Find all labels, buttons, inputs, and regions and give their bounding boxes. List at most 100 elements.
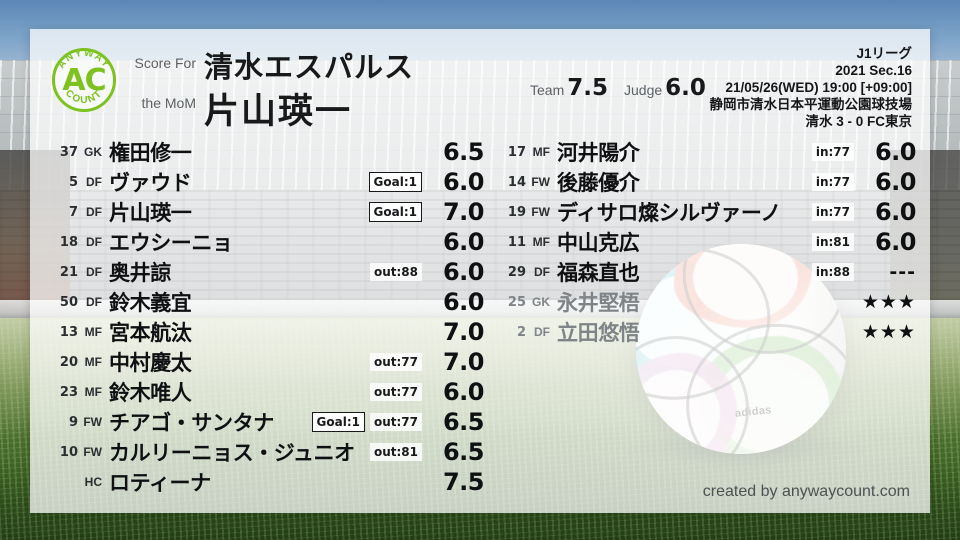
player-name: ヴァウド bbox=[109, 171, 192, 195]
player-number: 5 bbox=[68, 174, 78, 190]
player-badges: Goal:1 out:77 bbox=[311, 412, 422, 432]
judge-rating: Judge 6.0 bbox=[624, 75, 706, 101]
player-position: HC bbox=[84, 475, 102, 489]
substitution-badge: out:77 bbox=[369, 413, 422, 431]
player-badges: in:77 bbox=[811, 203, 854, 221]
player-row[interactable]: 7 DF 片山瑛一 Goal:1 7.0 bbox=[44, 197, 485, 227]
player-row[interactable]: 25 GK 永井堅梧 ★★★ bbox=[492, 287, 916, 317]
player-badges: in:81 bbox=[811, 233, 854, 251]
kickoff-time: 21/05/26(WED) 19:00 [+09:00] bbox=[725, 80, 912, 95]
player-name: チアゴ・サンタナ bbox=[109, 411, 274, 435]
player-badges: in:77 bbox=[811, 143, 854, 161]
player-row[interactable]: 11 MF 中山克広 in:81 6.0 bbox=[492, 227, 917, 257]
team-name: 清水エスパルス bbox=[204, 50, 415, 84]
player-name: エウシーニョ bbox=[109, 231, 233, 255]
player-rating: 6.0 bbox=[874, 138, 917, 166]
player-number: 19 bbox=[507, 204, 526, 220]
substitution-badge: out:81 bbox=[369, 443, 422, 461]
player-number: 25 bbox=[507, 294, 526, 310]
player-number: 50 bbox=[59, 294, 78, 310]
player-row[interactable]: 18 DF エウシーニョ 6.0 bbox=[44, 227, 485, 257]
player-position: DF bbox=[534, 265, 550, 279]
player-row[interactable]: 13 MF 宮本航汰 7.0 bbox=[44, 317, 485, 347]
player-name: ディサロ燦シルヴァーノ bbox=[557, 201, 781, 225]
team-rating-value: 7.5 bbox=[567, 75, 608, 101]
mom-player-name: 片山瑛一 bbox=[204, 92, 353, 132]
player-number: 17 bbox=[507, 144, 526, 160]
player-name: 永井堅梧 bbox=[557, 291, 640, 315]
player-position: DF bbox=[86, 295, 102, 309]
player-name: 片山瑛一 bbox=[109, 201, 192, 225]
player-rating: 6.5 bbox=[442, 138, 485, 166]
player-row[interactable]: 29 DF 福森直也 in:88 --- bbox=[492, 257, 916, 287]
player-number: 18 bbox=[59, 234, 78, 250]
player-row[interactable]: 19 FW ディサロ燦シルヴァーノ in:77 6.0 bbox=[492, 197, 917, 227]
player-name: 河井陽介 bbox=[557, 141, 640, 165]
player-row[interactable]: 21 DF 奥井諒 out:88 6.0 bbox=[44, 257, 485, 287]
team-rating: Team 7.5 bbox=[530, 75, 608, 101]
player-number: 23 bbox=[59, 384, 78, 400]
player-name: 福森直也 bbox=[557, 261, 640, 285]
player-row[interactable]: 9 FW チアゴ・サンタナ Goal:1 out:77 6.5 bbox=[44, 407, 485, 437]
mom-label: the MoM bbox=[141, 95, 196, 111]
player-name: 奥井諒 bbox=[109, 261, 171, 285]
player-row[interactable]: HC ロティーナ 7.5 bbox=[44, 467, 485, 497]
player-name: 権田修一 bbox=[109, 141, 192, 165]
player-number: 9 bbox=[68, 414, 78, 430]
player-position: MF bbox=[532, 235, 550, 249]
match-rating-card: ANYWAY COUNT AC Score For 清水エスパルス the Mo… bbox=[30, 29, 930, 513]
player-number: 13 bbox=[59, 324, 78, 340]
venue-name: 静岡市清水日本平運動公園球技場 bbox=[709, 97, 913, 112]
player-name: 中山克広 bbox=[557, 231, 640, 255]
player-row[interactable]: 23 MF 鈴木唯人 out:77 6.0 bbox=[44, 377, 485, 407]
player-rating: 6.0 bbox=[874, 228, 917, 256]
player-rating: 6.0 bbox=[442, 288, 485, 316]
player-row[interactable]: 2 DF 立田悠悟 ★★★ bbox=[492, 317, 916, 347]
player-row[interactable]: 5 DF ヴァウド Goal:1 6.0 bbox=[44, 167, 485, 197]
player-number: 11 bbox=[507, 234, 526, 250]
judge-rating-label: Judge bbox=[624, 82, 663, 98]
player-position: MF bbox=[532, 145, 550, 159]
player-badges: Goal:1 bbox=[368, 202, 422, 222]
player-number: 7 bbox=[68, 204, 78, 220]
player-badges: in:77 bbox=[811, 173, 854, 191]
player-number: 29 bbox=[507, 264, 526, 280]
player-position: DF bbox=[86, 265, 102, 279]
goal-badge: Goal:1 bbox=[311, 412, 365, 432]
player-rating: 6.5 bbox=[442, 438, 485, 466]
substitution-badge: out:77 bbox=[369, 353, 422, 371]
score-for-label: Score For bbox=[134, 55, 196, 71]
player-number: 14 bbox=[507, 174, 526, 190]
player-position: FW bbox=[83, 415, 102, 429]
player-row[interactable]: 20 MF 中村慶太 out:77 7.0 bbox=[44, 347, 485, 377]
team-rating-label: Team bbox=[530, 82, 565, 98]
player-row[interactable]: 37 GK 権田修一 6.5 bbox=[44, 137, 485, 167]
player-row[interactable]: 14 FW 後藤優介 in:77 6.0 bbox=[492, 167, 917, 197]
player-number: 10 bbox=[59, 444, 78, 460]
player-rating: ★★★ bbox=[861, 321, 916, 343]
player-badges: out:77 bbox=[369, 383, 422, 401]
player-rating: 6.0 bbox=[442, 378, 485, 406]
substitution-badge: in:77 bbox=[811, 173, 854, 191]
player-rating: 6.5 bbox=[442, 408, 485, 436]
credit-text: created by anywaycount.com bbox=[702, 483, 910, 500]
substitution-badge: in:77 bbox=[811, 143, 854, 161]
player-row[interactable]: 17 MF 河井陽介 in:77 6.0 bbox=[492, 137, 917, 167]
substitutes-list: 17 MF 河井陽介 in:77 6.0 14 FW 後藤優介 in:77 6.0 19 FW ディサロ… bbox=[492, 137, 917, 347]
player-position: GK bbox=[532, 295, 550, 309]
player-name: 立田悠悟 bbox=[557, 321, 640, 345]
player-name: 宮本航汰 bbox=[109, 321, 192, 345]
player-row[interactable]: 10 FW カルリーニョス・ジュニオ out:81 6.5 bbox=[44, 437, 485, 467]
player-name: 中村慶太 bbox=[109, 351, 192, 375]
player-rating: --- bbox=[889, 261, 916, 283]
player-position: GK bbox=[84, 145, 102, 159]
player-position: DF bbox=[86, 175, 102, 189]
player-position: DF bbox=[86, 235, 102, 249]
player-badges: Goal:1 bbox=[368, 172, 422, 192]
player-number: 21 bbox=[59, 264, 78, 280]
player-rating: ★★★ bbox=[861, 291, 916, 313]
substitution-badge: out:77 bbox=[369, 383, 422, 401]
player-row[interactable]: 50 DF 鈴木義宜 6.0 bbox=[44, 287, 485, 317]
player-position: FW bbox=[531, 205, 550, 219]
